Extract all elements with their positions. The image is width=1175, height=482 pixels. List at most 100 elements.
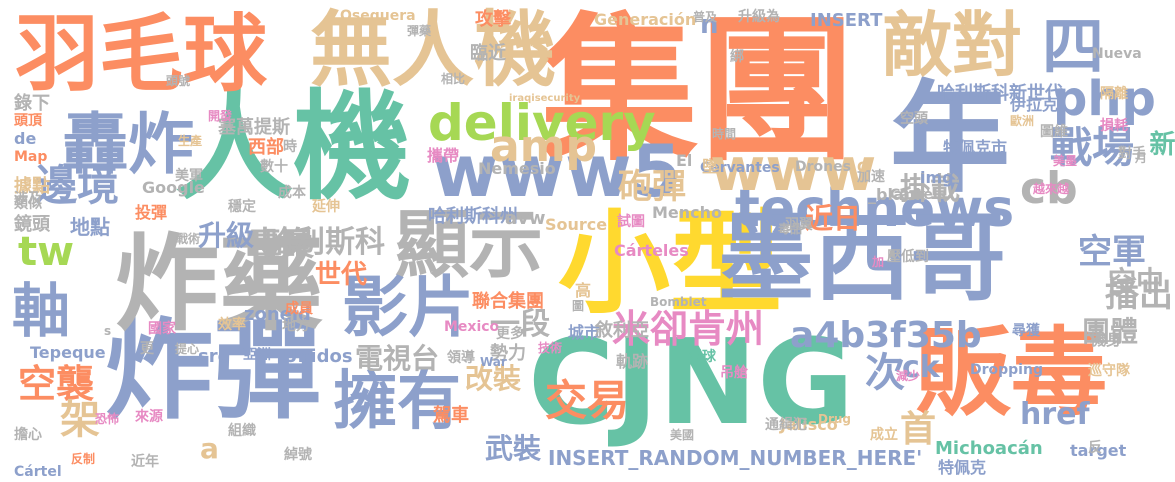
word-item-108: 機身 xyxy=(1090,330,1123,349)
word-item-166: 提心 xyxy=(175,342,200,356)
word-item-113: 軌跡 xyxy=(616,352,649,371)
word-item-31: 空襲 xyxy=(18,362,95,406)
word-item-142: 時間 xyxy=(712,127,737,141)
word-tw: tw xyxy=(18,229,75,275)
word-item-2: 小型 xyxy=(558,199,782,329)
word-item-120: 組織 xyxy=(228,423,256,439)
word-generaci-n: Generación xyxy=(594,10,697,29)
word-cb: cb xyxy=(1020,163,1078,214)
word-php: php xyxy=(1053,71,1156,127)
word-item-164: 擔心 xyxy=(14,427,42,443)
word-map: Map xyxy=(14,149,48,165)
word-amp: amp xyxy=(490,121,598,172)
word-technews: technews xyxy=(735,179,1015,239)
word-item-9: 無人機 xyxy=(310,3,557,98)
word-item-156: 減少 xyxy=(896,369,921,383)
word-item-42: 新 xyxy=(1145,130,1175,156)
word-item-4: 炸彈 xyxy=(105,309,322,434)
word-item-126: 穩定 xyxy=(228,199,256,215)
word-item-19: 軸 xyxy=(12,277,71,345)
word-item-130: 美軍 xyxy=(175,168,203,184)
word-item-143: 歐洲 xyxy=(1010,114,1035,128)
word-item-171: 加 xyxy=(872,255,885,269)
word-cervantes: Cervantes xyxy=(700,160,780,176)
word-item-123: 成員 xyxy=(285,301,313,317)
word-item-40: 近日 xyxy=(805,202,862,235)
word-item-81: 特佩克 xyxy=(938,458,987,477)
word-google: Google xyxy=(142,178,205,197)
word-item-153: 毒品 xyxy=(778,222,803,236)
word-mencho: Mencho xyxy=(652,203,723,222)
word-c-rteles: Cárteles xyxy=(614,241,689,260)
word-item-134: 生產 xyxy=(178,134,203,148)
word-item-84: 鏡頭 xyxy=(14,214,50,235)
word-item-138: 彈藥 xyxy=(407,24,432,38)
word-item-169: 技術 xyxy=(538,341,563,355)
word-item-45: 次 xyxy=(865,350,905,396)
word-target: target xyxy=(1070,441,1127,460)
word-tepeque: Tepeque xyxy=(30,343,106,362)
word-item-133: 頭頂 xyxy=(14,113,42,129)
word-c: C xyxy=(857,160,868,176)
word-ck: ck xyxy=(902,350,940,385)
word-item-23: 米卻肯州 xyxy=(612,307,765,351)
word-item-159: 反 xyxy=(1088,440,1102,456)
word-item-6: 墨西哥 xyxy=(718,202,1006,314)
word-cjng: CJNG xyxy=(528,313,855,451)
word-item-128: 成本 xyxy=(278,185,306,201)
word-item-83: 投彈 xyxy=(135,203,168,222)
word-item-11: 轟炸 xyxy=(62,106,194,183)
word-img: img xyxy=(920,168,954,187)
word-item-51: 改裝 xyxy=(465,362,522,395)
word-item-22: 交易 xyxy=(545,376,630,425)
word-www: www xyxy=(710,135,877,205)
word-item-12: 敵對 xyxy=(882,4,1022,86)
word-item-36: 首 xyxy=(900,409,937,450)
word-bomblet: Bomblet xyxy=(650,295,707,309)
word-item-158: 成立 xyxy=(870,427,898,443)
word-drug: Drug xyxy=(818,412,852,426)
word-oseguera: Oseguera xyxy=(340,8,416,24)
word-item-44: 空中 xyxy=(1108,265,1165,298)
word-item-145: 損耗 xyxy=(1100,118,1128,134)
word-item-147: 空頭 xyxy=(900,111,928,127)
word-item-25: 戰場 xyxy=(1050,123,1135,172)
word-jalisco: Jalisco xyxy=(780,415,838,434)
word-iraqisecurity: iraqisecurity xyxy=(509,93,581,104)
word-item-7: 販毒 xyxy=(915,317,1107,429)
word-item-118: 領導 xyxy=(447,350,475,366)
word-item-13: 顯示 xyxy=(395,202,543,288)
word-item-77: 塞萬提斯 xyxy=(218,117,290,138)
word-insert: INSERT xyxy=(810,10,883,31)
word-item-86: 高 xyxy=(575,281,592,300)
word-item-79: 伊拉克 xyxy=(1010,95,1059,114)
word-unidos: Unidos xyxy=(283,346,353,367)
word-cartels: Cartels xyxy=(890,187,946,203)
word-item-127: 延伸 xyxy=(312,199,340,215)
word-item-48: 世代 xyxy=(315,260,368,290)
word-href: href xyxy=(1020,397,1090,432)
word-a4b3f35b: a4b3f35b xyxy=(790,315,982,356)
word-item-74: 錄下 xyxy=(14,93,50,114)
word-blank: _blank' xyxy=(868,185,931,204)
word-item-152: 加速 xyxy=(857,169,885,185)
word-item-163: 反制 xyxy=(71,452,96,466)
word-item-37: 毒梟 xyxy=(248,225,316,265)
word-item-56: 哈利斯科新世代 xyxy=(937,83,1063,104)
word-item-146: 隔離 xyxy=(1100,86,1128,102)
word-item-124: 地方 xyxy=(282,318,310,334)
word-s: s xyxy=(104,324,112,338)
word-item-32: 砲彈 xyxy=(618,167,686,207)
word-insert-random-number-here: INSERT_RANDOM_NUMBER_HERE' xyxy=(548,446,923,470)
word-n: n xyxy=(700,10,719,40)
word-item-1: 人機 xyxy=(175,78,412,216)
word-item-35: 播出 xyxy=(1105,275,1173,315)
word-item-116: 攜帶 xyxy=(427,146,460,165)
word-item-132: 類似 xyxy=(14,196,42,212)
word-item-110: 尋獲 xyxy=(1012,323,1040,339)
word-item-41: 掛載 xyxy=(900,172,960,207)
word-item-15: 擁有 xyxy=(333,365,461,439)
word-c-rtel: Cártel xyxy=(14,464,62,480)
word-dropping: Dropping xyxy=(970,362,1043,378)
